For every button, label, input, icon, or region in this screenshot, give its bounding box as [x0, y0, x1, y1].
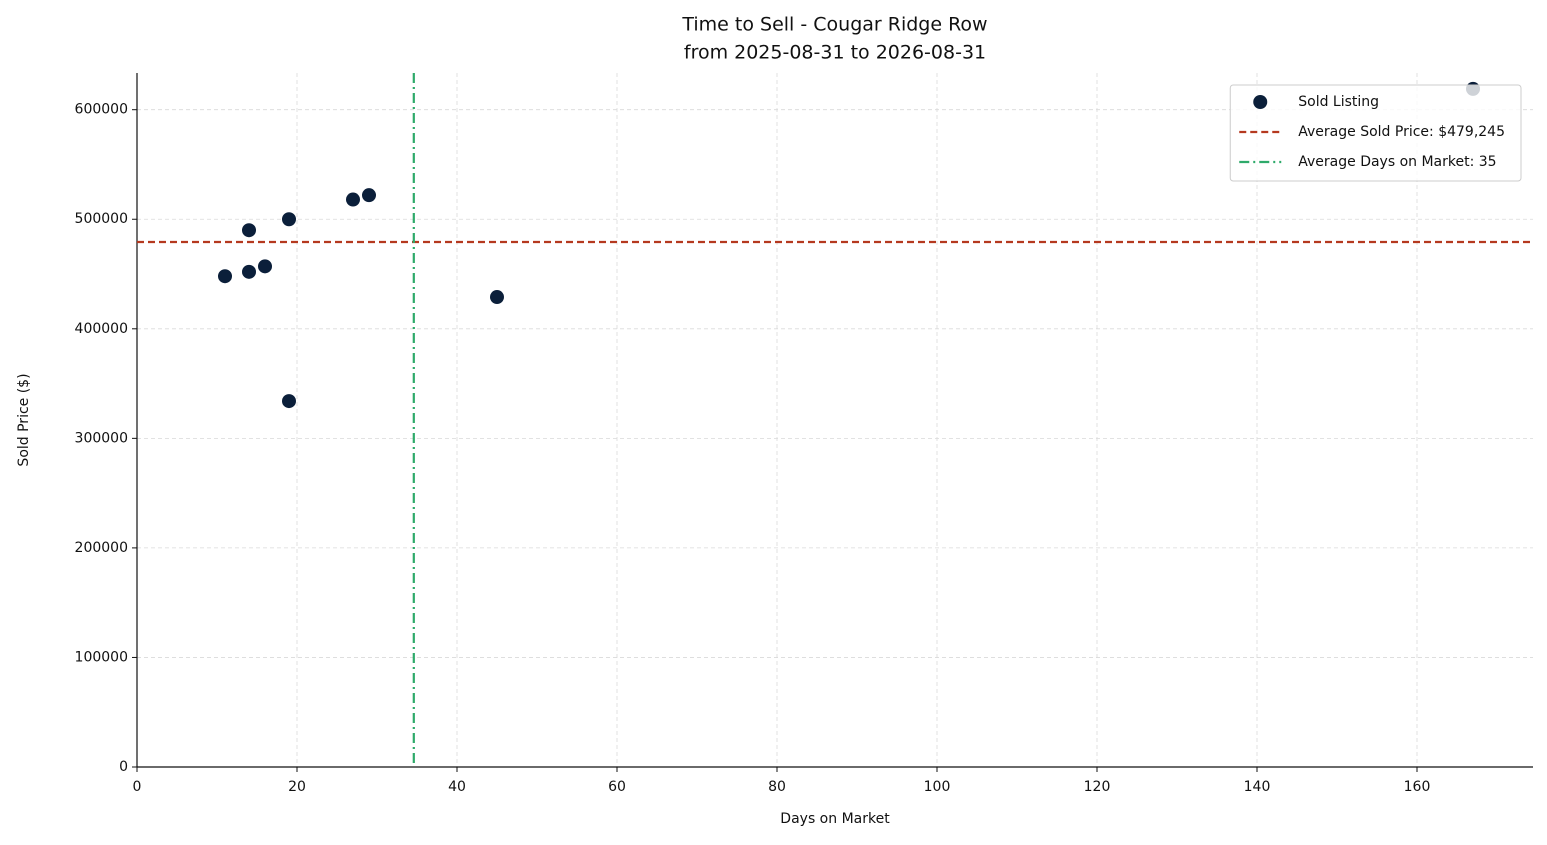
x-tick-label: 0 [133, 779, 142, 795]
x-tick-label: 80 [768, 779, 786, 795]
point [490, 290, 504, 305]
legend-label: Sold Listing [1298, 94, 1379, 110]
y-tick-label: 100000 [75, 649, 128, 665]
legend-label: Average Sold Price: $479,245 [1298, 124, 1505, 140]
point [258, 259, 272, 274]
x-tick-label: 120 [1084, 779, 1111, 795]
point [362, 188, 376, 203]
point [242, 223, 256, 238]
point [282, 394, 296, 409]
y-tick-label: 600000 [75, 102, 128, 118]
x-tick-label: 100 [924, 779, 951, 795]
point [218, 269, 232, 284]
y-tick-label: 500000 [75, 211, 128, 227]
point [282, 212, 296, 227]
chart-subtitle: from 2025-08-31 to 2026-08-31 [684, 42, 986, 64]
x-tick-label: 20 [288, 779, 306, 795]
y-axis-label: Sold Price ($) [16, 373, 32, 466]
x-tick-label: 140 [1244, 779, 1271, 795]
x-tick-label: 40 [448, 779, 466, 795]
y-tick-label: 400000 [75, 321, 128, 337]
x-tick-label: 160 [1404, 779, 1431, 795]
y-tick-label: 0 [119, 759, 128, 775]
legend-label: Average Days on Market: 35 [1298, 154, 1496, 170]
x-axis-label: Days on Market [780, 811, 890, 827]
legend-marker [1253, 95, 1268, 109]
point [346, 192, 360, 207]
x-tick-label: 60 [608, 779, 626, 795]
legend: Sold Listing Average Sold Price: $479,245… [1229, 84, 1522, 182]
legend-box [1229, 84, 1522, 182]
y-tick-label: 200000 [75, 540, 128, 556]
chart-title: Time to Sell - Cougar Ridge Row [681, 14, 987, 36]
y-tick-label: 300000 [75, 430, 128, 446]
point [242, 264, 256, 279]
